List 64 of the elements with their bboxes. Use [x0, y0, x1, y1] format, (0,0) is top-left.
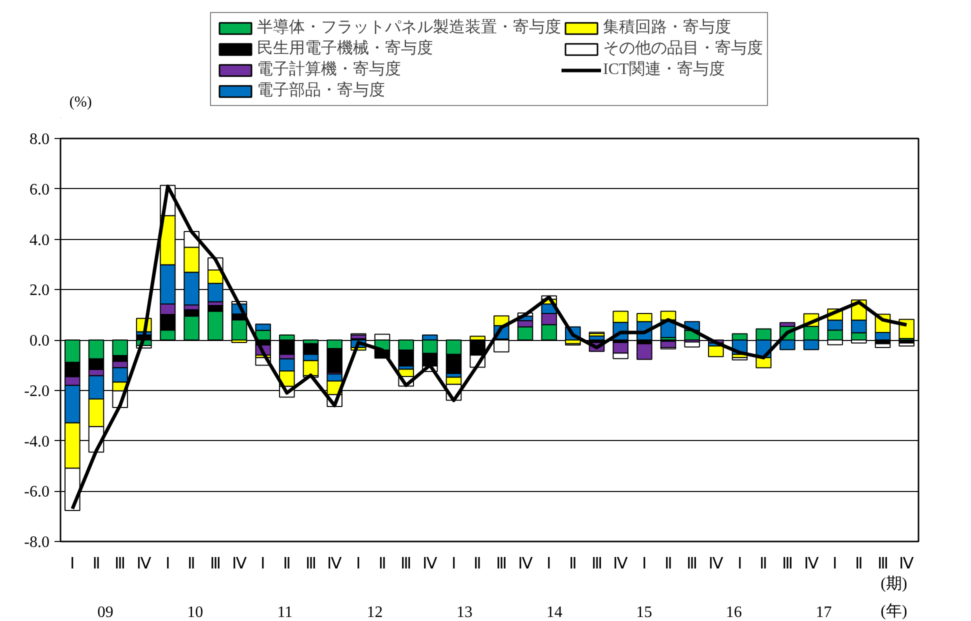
y-tick-label: 0.0: [30, 332, 50, 350]
y-tick-label: -8.0: [24, 534, 50, 551]
text: 16: [726, 604, 742, 621]
legend-label: その他の品目・寄与度: [603, 38, 763, 59]
legend-label: 電子部品・寄与度: [257, 80, 385, 101]
y-tick-label: -6.0: [24, 484, 50, 501]
x-tick-label: Ⅳ: [422, 556, 438, 572]
x-tick-label: Ⅲ: [686, 556, 698, 572]
x-tick-label: Ⅰ: [165, 556, 170, 572]
legend-label: ICT関連・寄与度: [603, 60, 725, 80]
legend-label: 民生用電子機械・寄与度: [257, 38, 433, 59]
x-tick-label: Ⅰ: [70, 556, 75, 572]
x-tick-label: Ⅱ: [854, 556, 863, 572]
text: 10: [187, 604, 204, 621]
x-tick-label: Ⅳ: [708, 556, 724, 572]
x-tick-label: Ⅰ: [737, 556, 742, 572]
x-tick-label: Ⅲ: [210, 556, 221, 572]
x-tick-label: Ⅰ: [642, 556, 647, 572]
text: 15: [636, 604, 652, 621]
y-axis-title: (%): [69, 94, 92, 110]
y-tick-label: 8.0: [30, 131, 50, 148]
text: (年): [880, 602, 908, 620]
x-tick-label: Ⅰ: [451, 556, 456, 572]
text: 17: [816, 604, 832, 621]
y-tick-label: 4.0: [30, 232, 50, 249]
x-tick-label: Ⅱ: [378, 556, 386, 572]
x-tick-label: Ⅱ: [760, 556, 768, 572]
x-tick-label: Ⅳ: [232, 556, 247, 572]
x-tick-label: Ⅱ: [282, 556, 291, 572]
x-tick-label: Ⅲ: [400, 556, 412, 572]
x-tick-label: Ⅱ: [474, 556, 482, 572]
y-tick-label: -4.0: [24, 433, 50, 450]
x-tick-label: Ⅳ: [899, 556, 914, 572]
y-tick-label: 6.0: [30, 181, 50, 198]
text: 11: [277, 604, 293, 621]
x-tick-label: Ⅲ: [496, 556, 507, 572]
text: 13: [456, 604, 473, 621]
x-tick-label: Ⅱ: [188, 556, 196, 572]
x-tick-label: Ⅳ: [327, 556, 342, 572]
legend-label: 集積回路・寄与度: [603, 18, 731, 38]
text: 09: [97, 604, 114, 621]
legend-label: 半導体・フラットパネル製造装置・寄与度: [257, 18, 561, 38]
x-tick-label: Ⅲ: [305, 556, 316, 572]
x-tick-label: Ⅲ: [782, 556, 793, 572]
x-tick-label: Ⅲ: [877, 556, 888, 572]
x-tick-label: Ⅳ: [804, 556, 819, 572]
y-tick-label: 2.0: [30, 282, 50, 300]
x-tick-label: Ⅱ: [568, 556, 577, 572]
x-tick-label: Ⅱ: [664, 556, 672, 572]
text: 12: [366, 604, 383, 621]
x-tick-label: Ⅳ: [136, 556, 152, 572]
legend-label: 電子計算機・寄与度: [257, 60, 401, 80]
x-tick-label: Ⅰ: [546, 556, 552, 572]
y-tick-label: -2.0: [24, 382, 50, 400]
x-tick-label: Ⅱ: [92, 556, 100, 572]
x-axis-title: (期): [880, 574, 908, 592]
text: 14: [546, 604, 562, 621]
x-tick-label: Ⅰ: [260, 556, 266, 572]
x-tick-label: Ⅲ: [114, 556, 126, 572]
x-tick-label: Ⅰ: [356, 556, 361, 572]
x-tick-label: Ⅳ: [613, 556, 628, 572]
x-tick-label: Ⅲ: [591, 556, 602, 572]
x-tick-label: Ⅰ: [832, 556, 838, 572]
x-tick-label: Ⅳ: [518, 556, 533, 572]
